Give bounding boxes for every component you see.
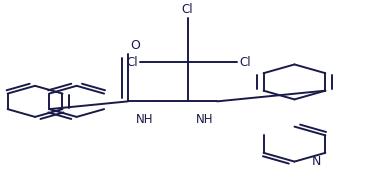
Text: Cl: Cl <box>126 56 138 69</box>
Text: N: N <box>312 155 321 168</box>
Text: NH: NH <box>136 113 154 126</box>
Text: Cl: Cl <box>182 3 193 16</box>
Text: Cl: Cl <box>239 56 250 69</box>
Text: NH: NH <box>196 113 213 126</box>
Text: O: O <box>130 39 140 52</box>
